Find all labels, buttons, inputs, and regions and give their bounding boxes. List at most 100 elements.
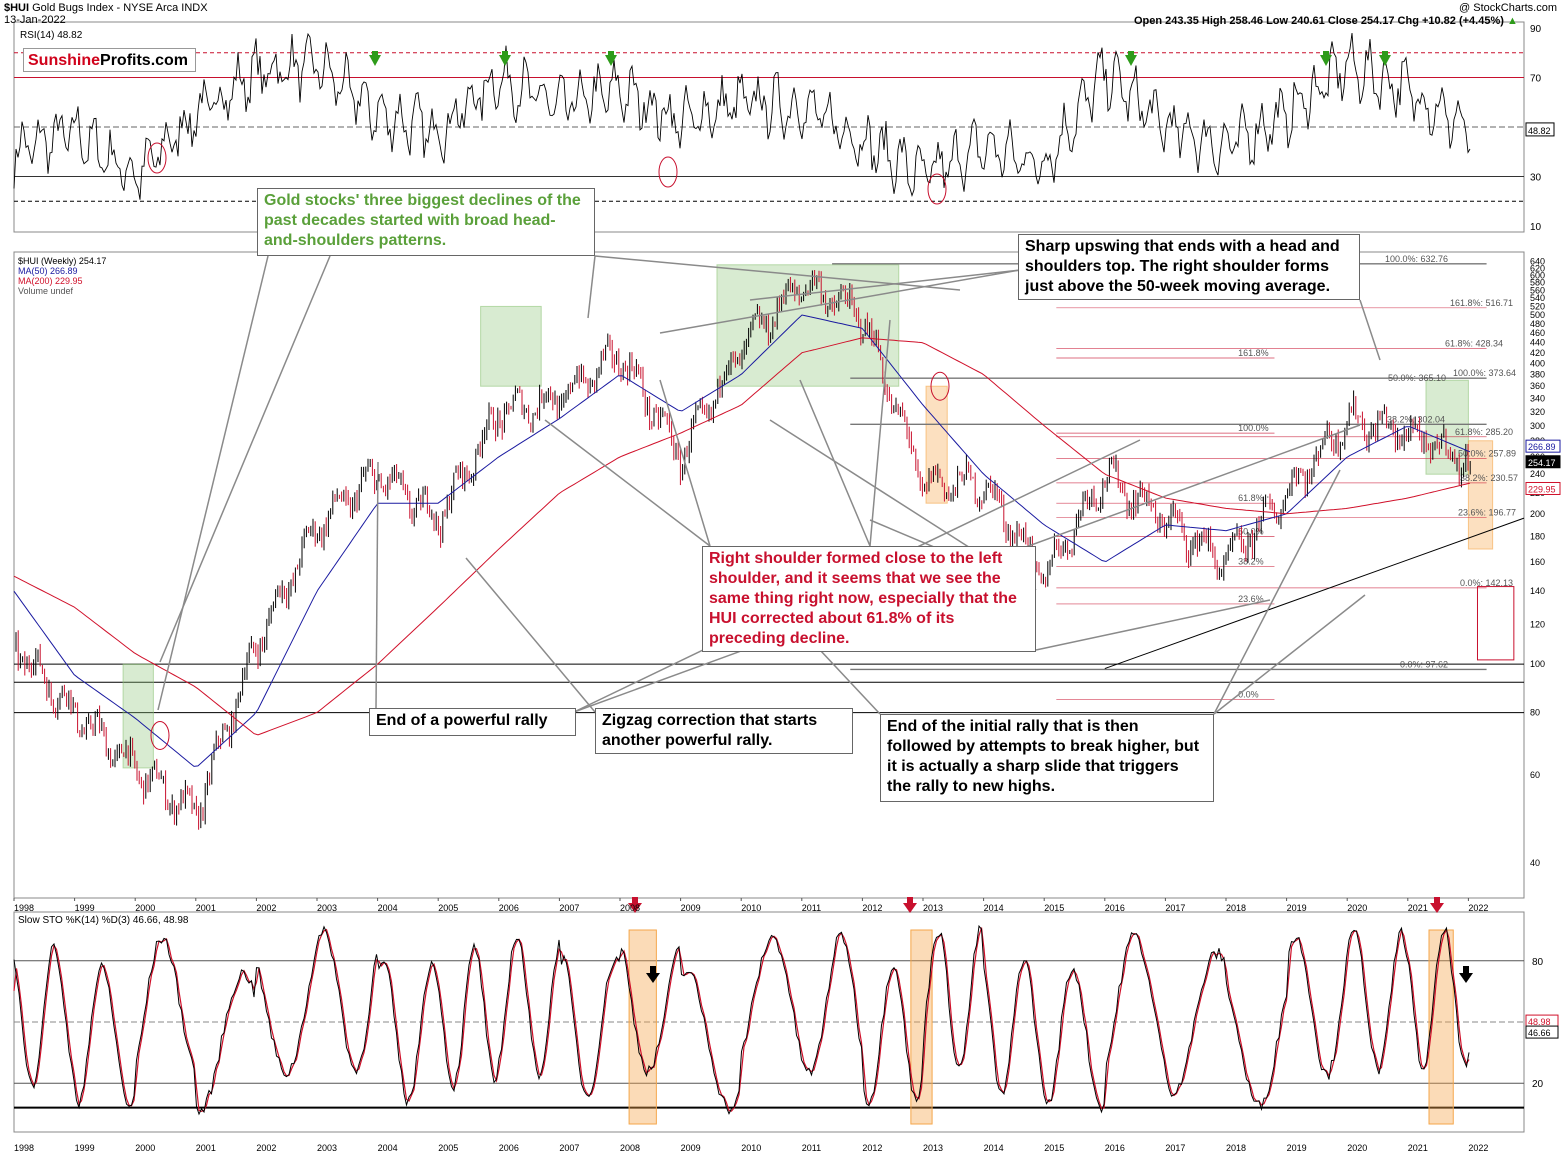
x-tick-label-lower: 2014 (984, 1143, 1004, 1153)
x-tick-label-lower: 2021 (1408, 1143, 1428, 1153)
x-tick-label-upper: 2022 (1468, 903, 1488, 913)
sunshine-profits-logo: SunshineProfits.com (23, 48, 196, 72)
down-arrow-icon (1128, 51, 1134, 56)
price-tick-label: 540 (1530, 293, 1545, 303)
x-tick-label-upper: 2013 (923, 903, 943, 913)
rsi-tick-label: 90 (1530, 24, 1542, 35)
x-tick-label-lower: 2005 (438, 1143, 458, 1153)
x-tick-label-upper: 2012 (862, 903, 882, 913)
down-arrow-icon (907, 897, 913, 903)
x-tick-label-upper: 1999 (75, 903, 95, 913)
fib-label-right: 23.6%: 196.77 (1458, 507, 1516, 517)
price-tick-label: 380 (1530, 369, 1545, 379)
annotation-sharp-upswing: Sharp upswing that ends with a head and … (1018, 234, 1360, 300)
x-tick-label-upper: 2008 (620, 903, 640, 913)
pattern-zone (122, 663, 154, 769)
x-tick-label-upper: 2019 (1287, 903, 1307, 913)
annotation-initial-rally: End of the initial rally that is then fo… (880, 714, 1214, 802)
fib-label-left: 50.0% (1238, 527, 1264, 537)
price-tick-label: 340 (1530, 394, 1545, 404)
x-tick-label-lower: 2018 (1226, 1143, 1246, 1153)
chart-subtitle: Gold Bugs Index - NYSE Arca INDX (32, 2, 208, 14)
x-tick-label-lower: 2004 (378, 1143, 398, 1153)
price-tick-label: 580 (1530, 278, 1545, 288)
x-tick-label-lower: 2022 (1468, 1143, 1488, 1153)
rsi-label: RSI(14) 48.82 (20, 30, 83, 41)
legend-ma200: MA(200) 229.95 (18, 276, 83, 286)
x-tick-label-lower: 2013 (923, 1143, 943, 1153)
rsi-value-tag (1525, 122, 1555, 137)
annotation-pointer (159, 255, 331, 663)
price-tick-label: 320 (1530, 407, 1545, 417)
ohlc-readout: Open 243.35 High 258.46 Low 240.61 Close… (1134, 15, 1518, 27)
annotation-pointer (594, 255, 961, 291)
sto-d-line (13, 927, 1470, 1113)
annotation-pointer (375, 461, 379, 709)
down-arrow-icon (608, 51, 614, 56)
price-tick-label: 180 (1530, 532, 1545, 542)
price-tick-label: 600 (1530, 270, 1545, 280)
annotation-pointer (1213, 469, 1341, 715)
panel-frame (13, 911, 1525, 1133)
x-tick-label-lower: 2008 (620, 1143, 640, 1153)
x-tick-label-lower: 2010 (741, 1143, 761, 1153)
sto-tick-label: 80 (1532, 957, 1544, 968)
copyright: @ StockCharts.com (1459, 2, 1557, 14)
price-tick-label: 40 (1530, 858, 1540, 868)
x-tick-label-upper: 2003 (317, 903, 337, 913)
fib-label-left: 23.6% (1238, 594, 1264, 604)
x-tick-label-upper: 2002 (256, 903, 276, 913)
annotation-pointer (799, 379, 871, 547)
oversold-circle (147, 142, 167, 174)
fib-label-right: 61.8%: 428.34 (1445, 339, 1503, 349)
sto-highlight-zone (1428, 929, 1454, 1125)
down-arrow-icon (1430, 903, 1444, 913)
x-tick-label-upper: 2004 (378, 903, 398, 913)
price-tick-label: 100 (1530, 659, 1545, 669)
x-tick-label-lower: 2007 (559, 1143, 579, 1153)
highlight-circle (930, 371, 950, 401)
logo-part2: Profits.com (100, 52, 189, 69)
x-tick-label-upper: 1998 (14, 903, 34, 913)
price-tick-label: 520 (1530, 301, 1545, 311)
x-tick-label-lower: 2011 (802, 1143, 821, 1153)
x-tick-label-lower: 1999 (75, 1143, 95, 1153)
oversold-circle (658, 156, 678, 188)
up-arrow-icon: ▲ (1506, 15, 1518, 27)
rsi-tick-label: 70 (1530, 74, 1542, 85)
sto-tick-label: 20 (1532, 1079, 1544, 1090)
annotation-zigzag: Zigzag correction that starts another po… (595, 708, 853, 754)
price-tick-label: 440 (1530, 338, 1545, 348)
sto-value-tag (1525, 1025, 1559, 1039)
price-tick-label: 200 (1530, 509, 1545, 519)
annotation-right-shoulder: Right shoulder formed close to the left … (702, 546, 1036, 652)
down-arrow-icon (646, 973, 660, 983)
down-arrow-icon (1459, 973, 1473, 983)
fib-label-left: 100.0% (1238, 423, 1269, 433)
price-value-tag-label: 229.95 (1528, 484, 1556, 494)
x-tick-label-lower: 2000 (135, 1143, 155, 1153)
annotation-pointer (659, 379, 711, 547)
down-arrow-icon (605, 55, 617, 66)
fib-label-right: 0.0%: 97.62 (1400, 659, 1448, 669)
price-tick-label: 240 (1530, 469, 1545, 479)
price-value-tag-label: 254.17 (1528, 458, 1556, 468)
x-tick-label-upper: 2007 (559, 903, 579, 913)
price-tick-label: 360 (1530, 381, 1545, 391)
oversold-circle (927, 173, 947, 205)
x-tick-label-upper: 2014 (984, 903, 1004, 913)
x-tick-label-upper: 2009 (681, 903, 701, 913)
x-tick-label-upper: 2011 (802, 903, 821, 913)
down-arrow-icon (632, 897, 638, 903)
annotation-pointer (869, 319, 891, 547)
x-tick-label-upper: 2005 (438, 903, 458, 913)
ohlc-values: Open 243.35 High 258.46 Low 240.61 Close… (1134, 15, 1504, 27)
price-tick-label: 420 (1530, 348, 1545, 358)
annotation-end-rally: End of a powerful rally (369, 708, 576, 736)
fib-label-right: 38.2%: 302.04 (1387, 414, 1445, 424)
down-arrow-icon (1125, 55, 1137, 66)
annotation-pointer (749, 269, 1021, 301)
x-tick-label-lower: 2001 (196, 1143, 216, 1153)
down-arrow-icon (1382, 51, 1388, 56)
